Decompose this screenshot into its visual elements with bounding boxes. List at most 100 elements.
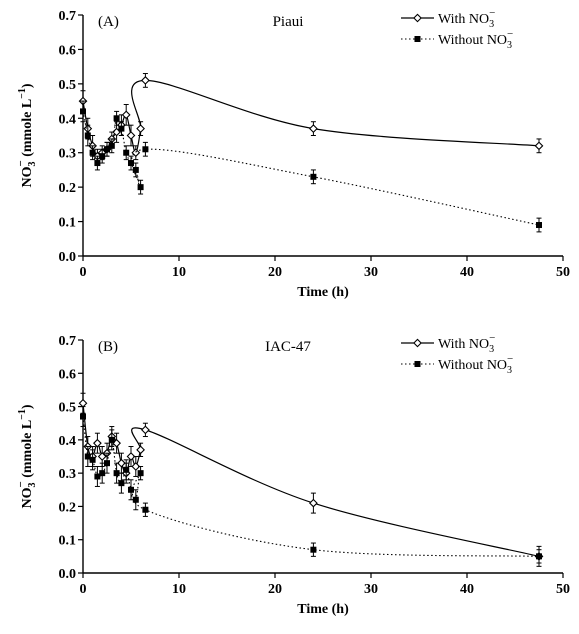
- legend-main: Without NO: [438, 358, 507, 373]
- data-point-with-nitrate: [534, 141, 544, 151]
- data-point-with-nitrate: [93, 438, 102, 448]
- y-label-units: (mmole L: [20, 99, 35, 160]
- legend-marker: [414, 360, 421, 367]
- x-tick-label: 50: [556, 582, 570, 597]
- y-label-units: (mmole L: [20, 420, 35, 481]
- x-tick-label: 50: [556, 265, 570, 280]
- data-point-with-nitrate: [141, 76, 150, 85]
- data-point-without-nitrate: [118, 480, 125, 487]
- y-tick-label: 0.0: [59, 567, 77, 582]
- legend-label: With NO3−: [438, 7, 495, 30]
- data-point-without-nitrate: [84, 453, 91, 460]
- y-label-units-sup: −1: [17, 88, 28, 99]
- data-point-without-nitrate: [310, 173, 317, 180]
- y-tick-label: 0.7: [59, 334, 77, 349]
- chart-panel-2: 0.0 0.1 0.2 0.3 0.4 0.5 0.6 0.7 0 10 20 30 40 50 Time …: [15, 332, 570, 617]
- data-point-without-nitrate: [99, 470, 106, 477]
- data-point-without-nitrate: [89, 149, 96, 156]
- data-point-without-nitrate: [123, 149, 130, 156]
- y-label-main: NO: [20, 166, 35, 187]
- data-point-without-nitrate: [123, 466, 130, 473]
- x-tick-label: 0: [80, 582, 87, 597]
- y-tick-label: 0.6: [59, 367, 77, 382]
- x-tick-label: 30: [364, 265, 378, 280]
- y-tick-label: 0.5: [59, 78, 77, 93]
- data-point-without-nitrate: [137, 470, 144, 477]
- data-point-without-nitrate: [310, 546, 317, 553]
- legend-main: Without NO: [438, 33, 507, 48]
- legend-sub: 3: [489, 19, 494, 30]
- data-point-without-nitrate: [142, 146, 149, 153]
- y-tick-label: 0.2: [59, 500, 77, 515]
- x-axis-label: Time (h): [297, 602, 349, 617]
- y-label-sup: −: [15, 481, 27, 487]
- chart-title: Piaui: [273, 14, 304, 30]
- x-tick-label: 10: [172, 265, 186, 280]
- x-tick-label: 30: [364, 582, 378, 597]
- data-point-without-nitrate: [108, 142, 115, 149]
- data-point-with-nitrate: [97, 452, 107, 461]
- legend-label: Without NO3−: [438, 353, 513, 376]
- legend-sup: −: [507, 28, 513, 40]
- y-label-close: ): [20, 404, 35, 409]
- data-point-with-nitrate: [78, 398, 88, 408]
- data-point-with-nitrate: [131, 462, 141, 471]
- data-point-without-nitrate: [132, 496, 139, 503]
- data-point-without-nitrate: [104, 460, 111, 467]
- x-tick-label: 0: [80, 265, 87, 280]
- series-line: [82, 79, 540, 157]
- y-tick-label: 0.7: [59, 9, 77, 24]
- data-point-without-nitrate: [142, 506, 149, 513]
- data-point-with-nitrate: [126, 131, 136, 140]
- data-point-without-nitrate: [80, 108, 87, 115]
- data-point-without-nitrate: [94, 160, 101, 167]
- data-point-without-nitrate: [104, 146, 111, 153]
- legend-sub: 3: [489, 344, 494, 355]
- chart-panel-1: 0.0 0.1 0.2 0.3 0.4 0.5 0.6 0.7 0 10 20 30 40 50 Time …: [15, 7, 570, 300]
- data-point-with-nitrate: [309, 498, 318, 508]
- y-tick-label: 0.5: [59, 401, 77, 416]
- y-tick-label: 0.2: [59, 181, 77, 196]
- legend-main: With NO: [438, 337, 489, 352]
- x-tick-label: 40: [460, 265, 474, 280]
- y-label-sub: 3: [27, 483, 38, 488]
- y-tick-label: 0.3: [59, 467, 77, 482]
- data-point-with-nitrate: [136, 445, 145, 455]
- data-point-with-nitrate: [126, 452, 136, 461]
- data-point-without-nitrate: [113, 470, 120, 477]
- data-point-without-nitrate: [536, 553, 543, 560]
- legend-label: Without NO3−: [438, 28, 513, 51]
- y-label-close: ): [20, 83, 35, 88]
- data-point-without-nitrate: [99, 153, 106, 160]
- y-label-sup: −: [15, 160, 27, 166]
- data-point-without-nitrate: [132, 166, 139, 173]
- data-point-with-nitrate: [121, 110, 131, 120]
- y-label-main: NO: [20, 487, 35, 508]
- data-point-without-nitrate: [94, 473, 101, 480]
- data-point-with-nitrate: [131, 148, 141, 158]
- x-tick-label: 10: [172, 582, 186, 597]
- y-axis-label: NO3− (mmole L−1): [15, 404, 38, 508]
- data-point-without-nitrate: [113, 115, 120, 122]
- legend-marker: [413, 338, 422, 348]
- y-tick-label: 0.4: [59, 112, 77, 127]
- x-axis-label: Time (h): [297, 285, 349, 300]
- legend-sup: −: [489, 332, 495, 344]
- y-tick-label: 0.1: [59, 216, 77, 231]
- panel-label: (B): [98, 339, 118, 355]
- data-point-with-nitrate: [309, 124, 318, 133]
- legend-sup: −: [489, 7, 495, 19]
- data-point-without-nitrate: [127, 486, 134, 493]
- data-point-without-nitrate: [84, 132, 91, 139]
- series-line: [82, 403, 540, 557]
- y-axis-label: NO3− (mmole L−1): [15, 83, 38, 187]
- y-tick-label: 0.3: [59, 147, 77, 162]
- panel-label: (A): [98, 14, 119, 30]
- series-line: [82, 416, 540, 557]
- legend-sup: −: [507, 353, 513, 365]
- data-point-without-nitrate: [536, 222, 543, 229]
- data-point-with-nitrate: [141, 425, 150, 435]
- data-point-with-nitrate: [136, 124, 145, 133]
- legend-label: With NO3−: [438, 332, 495, 355]
